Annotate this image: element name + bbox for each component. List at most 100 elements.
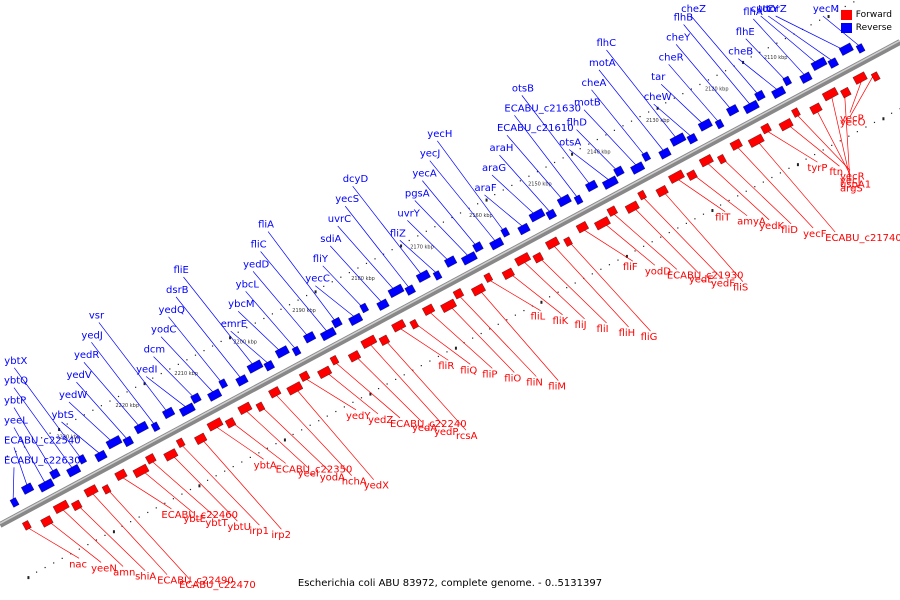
scale-dot <box>762 181 764 183</box>
scale-dot <box>711 209 714 213</box>
reverse-gene <box>782 75 793 87</box>
gene-leader <box>536 254 607 324</box>
gene-leader <box>476 286 559 381</box>
reverse-gene-label: cheA <box>582 78 607 89</box>
scale-dot <box>750 56 752 58</box>
gene-leader <box>337 225 398 294</box>
gene-leader <box>499 154 551 212</box>
forward-gene-label: hchA <box>342 477 367 488</box>
scale-dot <box>87 543 89 546</box>
scale-dot <box>215 475 217 477</box>
forward-gene <box>378 334 391 346</box>
scale-dot <box>523 309 525 312</box>
scale-dot <box>15 450 17 453</box>
reverse-gene-label: motB <box>574 98 601 109</box>
reverse-gene <box>528 208 546 223</box>
forward-gene <box>329 355 340 366</box>
forward-gene-label: ybtT <box>205 518 228 529</box>
gene-leader <box>600 220 656 266</box>
forward-gene <box>729 138 743 151</box>
gene-leader <box>275 394 352 476</box>
scale-dot <box>369 392 372 396</box>
scale-dot <box>548 296 551 298</box>
reverse-gene <box>686 133 698 145</box>
reverse-gene-label: yedR <box>74 350 99 361</box>
gene-leader <box>83 361 143 431</box>
gene-leader <box>566 238 651 332</box>
scale-dot <box>357 267 359 269</box>
reverse-gene-label: motA <box>589 58 616 69</box>
tick-label: 2170 kbp <box>410 245 434 251</box>
forward-gene <box>778 118 794 132</box>
scale-dot <box>446 351 448 353</box>
reverse-gene <box>77 454 88 465</box>
reverse-gene-label: yeeL <box>4 416 28 427</box>
reverse-gene-label: vsr <box>89 310 105 321</box>
scale-dot <box>360 397 363 399</box>
reverse-gene-label: fliZ <box>390 228 406 239</box>
reverse-gene-label: yecC <box>305 274 330 285</box>
scale-dot <box>352 401 354 403</box>
reverse-gene-label: flhD <box>567 118 588 129</box>
forward-gene-label: shiA <box>135 572 156 583</box>
reverse-gene-label: yedI <box>136 365 157 376</box>
gene-leader <box>399 240 437 274</box>
forward-gene <box>545 236 561 250</box>
reverse-gene-label: fliE <box>173 265 188 276</box>
legend-reverse: Reverse <box>840 21 892 34</box>
backbone-highlight <box>0 39 900 525</box>
scale-dot <box>104 534 106 537</box>
gene-leader <box>13 447 30 492</box>
reverse-gene <box>641 151 652 162</box>
forward-gene-label: ybtE <box>183 514 206 525</box>
reverse-gene-label: flhB <box>674 12 694 23</box>
scale-dot <box>318 420 320 422</box>
scale-dot <box>485 198 488 202</box>
forward-gene <box>747 133 765 148</box>
reverse-gene <box>274 345 290 359</box>
scale-dot <box>306 294 308 297</box>
gene-leader <box>175 296 241 378</box>
scale-dot <box>92 409 94 411</box>
gene-leader <box>145 376 187 408</box>
forward-gene <box>224 417 237 429</box>
tick-label: 2210 kbp <box>174 371 198 377</box>
gene-leader <box>382 337 467 431</box>
tick-label: 2140 kbp <box>587 150 611 156</box>
reverse-gene-label: ybtP <box>4 396 26 407</box>
tick-label: 2130 kbp <box>646 118 670 124</box>
scale-dot <box>480 332 482 335</box>
scale-dot <box>694 218 696 220</box>
forward-gene <box>360 334 378 349</box>
gene-leader <box>707 163 770 221</box>
reverse-gene <box>387 283 405 299</box>
scale-dot <box>254 322 256 324</box>
forward-gene-label: irp1 <box>249 526 269 537</box>
gene-leader <box>437 140 507 236</box>
scale-dot <box>292 433 294 436</box>
scale-dot <box>656 106 659 110</box>
gene-leader <box>12 467 15 500</box>
legend-reverse-label: Reverse <box>855 22 892 33</box>
scale-dot <box>135 386 137 388</box>
reverse-gene-label: cheY <box>666 32 691 43</box>
legend-forward-label: Forward <box>855 9 892 20</box>
scale-dot <box>836 10 838 12</box>
scale-dot <box>32 441 34 443</box>
forward-gene-label: ftn <box>829 167 843 178</box>
forward-gene <box>317 365 333 379</box>
scale-dot <box>211 345 214 347</box>
gene-leader <box>767 130 818 163</box>
forward-gene <box>821 87 839 102</box>
scale-dot <box>6 455 8 457</box>
gene-leader <box>553 245 629 328</box>
forward-gene-label: yeeI <box>298 468 319 479</box>
gene-leader <box>844 89 851 183</box>
scale-dot <box>468 207 470 209</box>
scale-dot <box>754 186 756 188</box>
scale-dot <box>348 272 350 274</box>
scale-dot <box>130 521 132 523</box>
forward-gene-label: ECABU_c22470 <box>179 580 256 591</box>
forward-gene <box>624 200 640 214</box>
reverse-gene <box>9 497 20 508</box>
